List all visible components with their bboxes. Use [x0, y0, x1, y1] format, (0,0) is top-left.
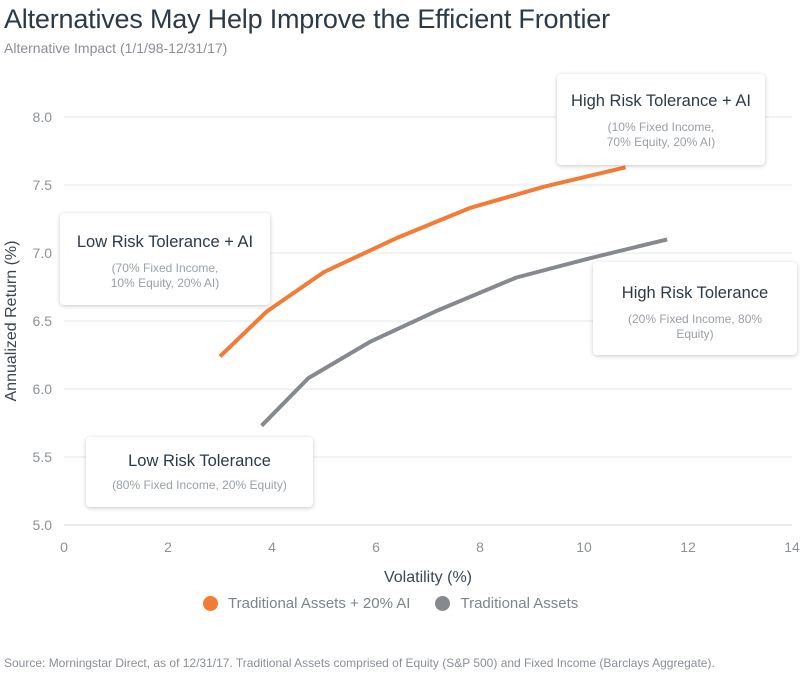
callout-title: Low Risk Tolerance [128, 452, 271, 470]
legend-item-traditional[interactable]: Traditional Assets [435, 595, 578, 612]
callout-high-risk: High Risk Tolerance (20% Fixed Income, 8… [593, 262, 797, 355]
x-tick-label: 4 [268, 539, 276, 555]
x-tick-label: 10 [576, 539, 592, 555]
legend-label: Traditional Assets [460, 595, 579, 612]
x-axis-ticks: 0 2 4 6 8 10 12 14 [60, 539, 800, 555]
legend-label: Traditional Assets + 20% AI [228, 595, 411, 612]
callout-title: High Risk Tolerance [621, 284, 769, 302]
chart-legend: Traditional Assets + 20% AI Traditional … [203, 595, 603, 612]
y-axis-ticks: 5.0 5.5 6.0 6.5 7.0 7.5 8.0 [33, 109, 53, 533]
callout-title: Low Risk Tolerance + AI [76, 233, 254, 251]
x-tick-label: 6 [372, 539, 380, 555]
x-tick-label: 2 [164, 539, 172, 555]
x-tick-label: 12 [680, 539, 696, 555]
callout-detail: (80% Fixed Income, 20% Equity) [112, 478, 287, 492]
series-line-traditional-ai [218, 165, 627, 358]
y-tick-label: 5.0 [33, 517, 53, 533]
callout-low-risk: Low Risk Tolerance (80% Fixed Income, 20… [86, 437, 313, 507]
series-lines [218, 165, 668, 428]
source-note: Source: Morningstar Direct, as of 12/31/… [4, 656, 715, 670]
x-tick-label: 14 [784, 539, 800, 555]
callout-detail: (10% Fixed Income, 70% Equity, 20% AI) [606, 120, 716, 149]
x-tick-label: 0 [60, 539, 68, 555]
y-tick-label: 5.5 [33, 449, 53, 465]
callout-high-risk-ai: High Risk Tolerance + AI (10% Fixed Inco… [557, 74, 765, 165]
y-tick-label: 6.5 [33, 313, 53, 329]
gray-dot-icon [435, 596, 451, 611]
callout-detail: (20% Fixed Income, 80% Equity) [627, 312, 763, 341]
y-tick-label: 8.0 [33, 109, 53, 125]
x-tick-label: 8 [476, 539, 484, 555]
y-tick-label: 7.0 [33, 245, 53, 261]
orange-dot-icon [203, 596, 218, 611]
callout-title: High Risk Tolerance + AI [571, 92, 751, 110]
series-line-traditional [260, 237, 668, 428]
chart-subtitle: Alternative Impact (1/1/98-12/31/17) [4, 40, 228, 56]
chart-title: Alternatives May Help Improve the Effici… [4, 4, 610, 34]
y-tick-label: 6.0 [33, 381, 53, 397]
callout-detail: (70% Fixed Income, 10% Equity, 20% AI) [110, 261, 220, 290]
x-axis-label: Volatility (%) [384, 569, 472, 586]
legend-item-traditional-ai[interactable]: Traditional Assets + 20% AI [203, 595, 410, 612]
y-axis-label: Annualized Return (%) [3, 241, 20, 402]
y-tick-label: 7.5 [33, 177, 53, 193]
callout-low-risk-ai: Low Risk Tolerance + AI (70% Fixed Incom… [60, 213, 270, 305]
